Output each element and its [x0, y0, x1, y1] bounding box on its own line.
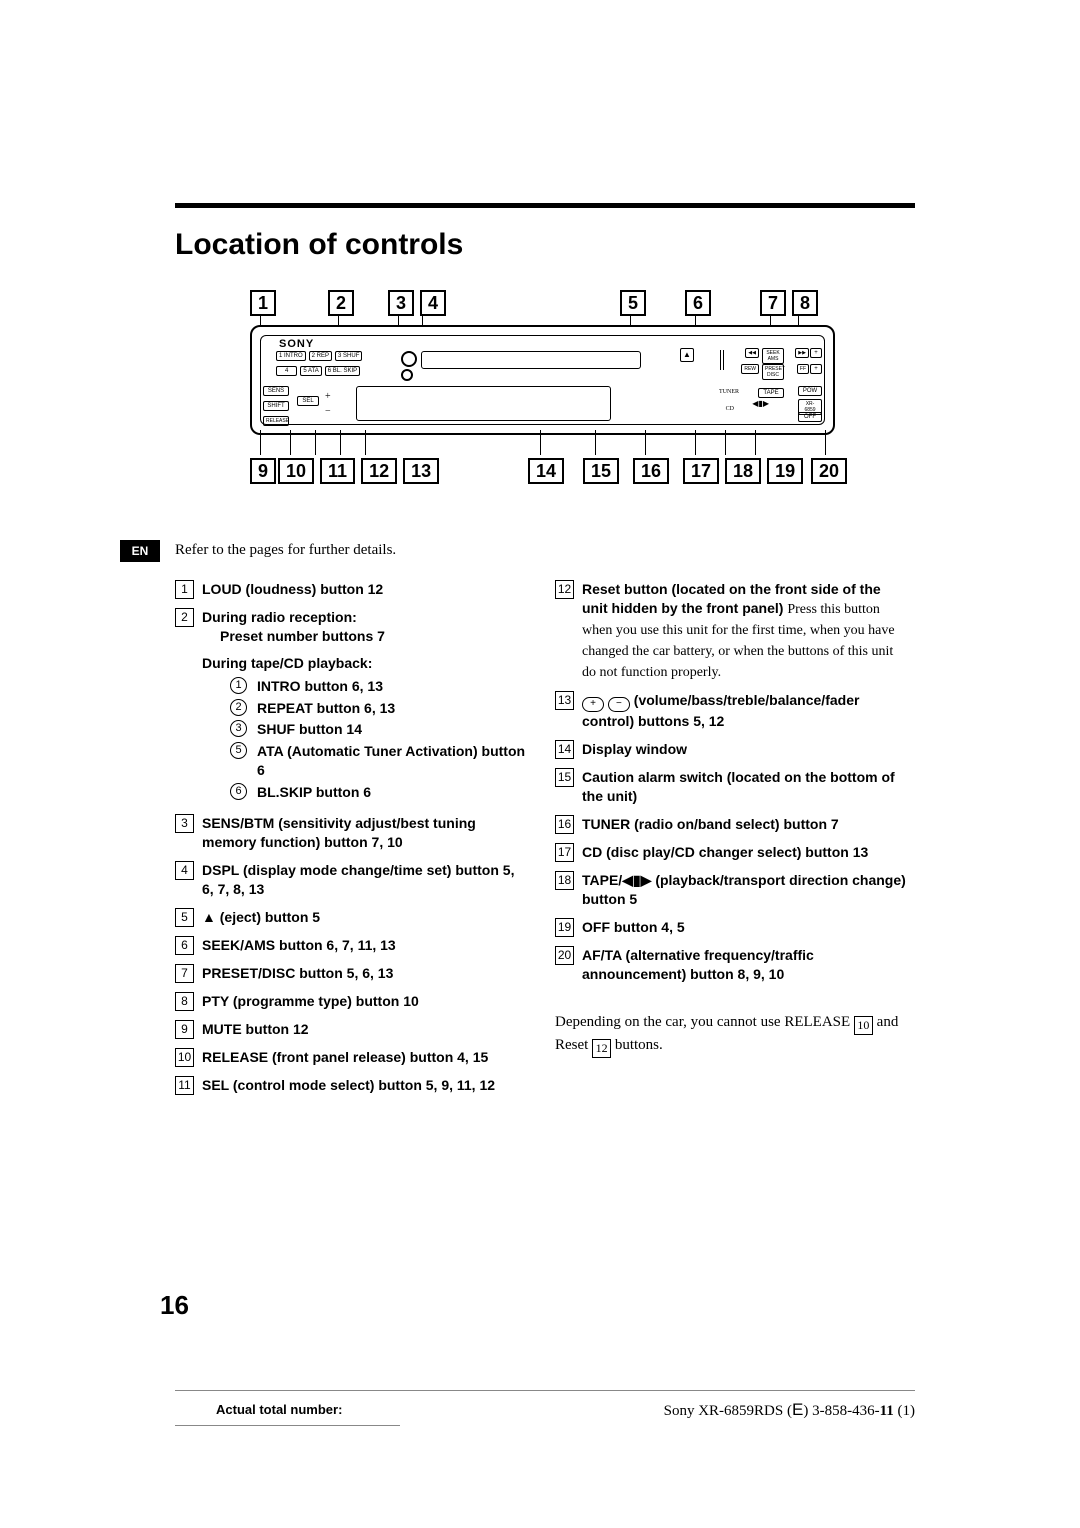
footer-left: Actual total number: — [216, 1402, 342, 1417]
list-item: 13+ − (volume/bass/treble/balance/fader … — [555, 691, 907, 731]
footnote: Depending on the car, you cannot use REL… — [555, 1012, 907, 1058]
item-number: 10 — [175, 1048, 194, 1067]
top-rule — [175, 203, 915, 208]
device-body: SONY 1 INTRO 2 REP 3 SHUF 4 5 ATA 6 BL. … — [250, 325, 835, 435]
item-number: 8 — [175, 992, 194, 1011]
list-item: 1LOUD (loudness) button 12 — [175, 580, 527, 599]
list-item: 14Display window — [555, 740, 907, 759]
item-number: 6 — [175, 936, 194, 955]
item-number: 1 — [175, 580, 194, 599]
list-item: 9MUTE button 12 — [175, 1020, 527, 1039]
language-tab: EN — [120, 540, 160, 562]
list-item: 18TAPE/◀▮▶ (playback/transport direction… — [555, 871, 907, 909]
item-number: 2 — [175, 608, 194, 627]
right-column: 12Reset button (located on the front sid… — [555, 580, 907, 1058]
list-item: 6SEEK/AMS button 6, 7, 11, 13 — [175, 936, 527, 955]
callout-top-row: 1 — [250, 290, 276, 316]
footer-rule — [175, 1390, 915, 1391]
brand-logo: SONY — [279, 338, 314, 350]
left-column: 1LOUD (loudness) button 12 2During radio … — [175, 580, 527, 1104]
list-item: 5▲ (eject) button 5 — [175, 908, 527, 927]
item-number: 5 — [175, 908, 194, 927]
list-item: 19OFF button 4, 5 — [555, 918, 907, 937]
list-item: 10RELEASE (front panel release) button 4… — [175, 1048, 527, 1067]
list-item: 16TUNER (radio on/band select) button 7 — [555, 815, 907, 834]
device-diagram: 1 2 34 5 6 78 SONY 1 INTRO 2 REP 3 SHUF … — [250, 290, 835, 490]
list-item: 17CD (disc play/CD changer select) butto… — [555, 843, 907, 862]
list-item: 2During radio reception:Preset number bu… — [175, 608, 527, 805]
list-item: 7PRESET/DISC button 5, 6, 13 — [175, 964, 527, 983]
item-number: 3 — [175, 814, 194, 833]
item-number: 9 — [175, 1020, 194, 1039]
item-number: 4 — [175, 861, 194, 880]
list-item: 3SENS/BTM (sensitivity adjust/best tunin… — [175, 814, 527, 852]
list-item: 11SEL (control mode select) button 5, 9,… — [175, 1076, 527, 1095]
page-number: 16 — [160, 1290, 189, 1321]
list-item: 4DSPL (display mode change/time set) but… — [175, 861, 527, 899]
refer-text: Refer to the pages for further details. — [175, 542, 396, 559]
list-item: 8PTY (programme type) button 10 — [175, 992, 527, 1011]
list-item: 15Caution alarm switch (located on the b… — [555, 768, 907, 806]
cassette-slot — [421, 351, 641, 369]
list-item: 12Reset button (located on the front sid… — [555, 580, 907, 682]
item-number: 7 — [175, 964, 194, 983]
page-title: Location of controls — [175, 228, 463, 262]
display-window — [356, 386, 611, 421]
callout-1: 1 — [250, 290, 276, 316]
list-item: 20AF/TA (alternative frequency/traffic a… — [555, 946, 907, 984]
item-number: 11 — [175, 1076, 194, 1095]
footer-right: Sony XR-6859RDS (E) 3-858-436-11 (1) — [664, 1400, 915, 1420]
